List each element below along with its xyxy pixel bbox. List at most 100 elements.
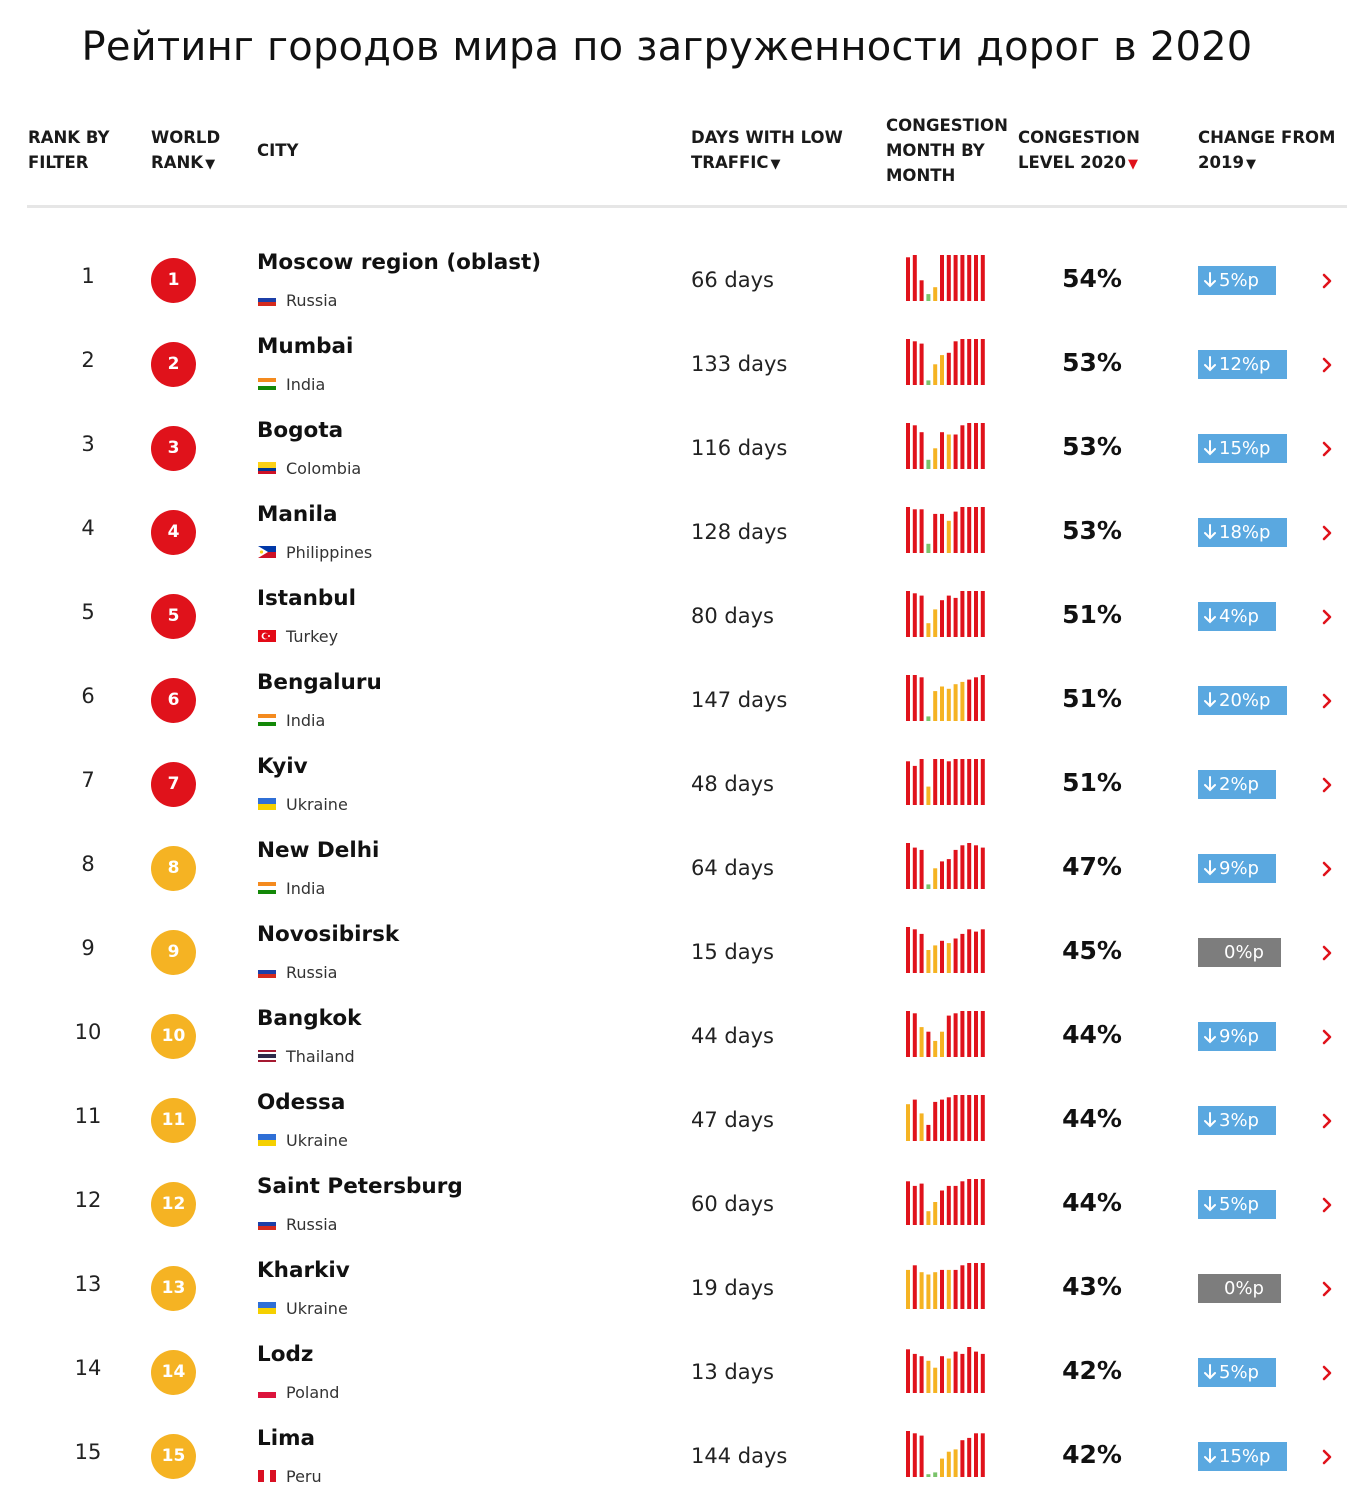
table-row[interactable]: 1 1 Moscow region (oblast) Russia 66 days 54%… (0, 236, 1354, 320)
days-with-low-traffic: 64 days (691, 856, 774, 880)
congestion-month-bars[interactable] (906, 423, 988, 469)
city-name[interactable]: Odessa (257, 1090, 346, 1115)
country-name: Russia (286, 291, 338, 310)
chevron-right-icon[interactable] (1318, 356, 1336, 374)
table-row[interactable]: 6 6 Bengaluru India 147 days 51% 20%p (0, 656, 1354, 740)
city-name[interactable]: Kharkiv (257, 1258, 350, 1283)
chevron-right-icon[interactable] (1318, 524, 1336, 542)
month-bar (946, 352, 951, 385)
month-bar (912, 509, 917, 553)
table-row[interactable]: 3 3 Bogota Colombia 116 days 53% 15%p (0, 404, 1354, 488)
header-days-with-low-traffic[interactable]: DAYS WITH LOW TRAFFIC ▼ (691, 128, 843, 172)
chevron-right-icon[interactable] (1318, 440, 1336, 458)
congestion-month-bars[interactable] (906, 675, 988, 721)
chevron-right-icon[interactable] (1318, 944, 1336, 962)
month-bar (933, 945, 938, 973)
congestion-month-bars[interactable] (906, 1347, 988, 1393)
table-row[interactable]: 8 8 New Delhi India 64 days 47% 9%p (0, 824, 1354, 908)
congestion-month-bars[interactable] (906, 507, 988, 553)
chevron-right-icon[interactable] (1318, 1448, 1336, 1466)
change-badge: 9%p (1198, 854, 1276, 883)
city-name[interactable]: Mumbai (257, 334, 354, 359)
month-bar (940, 861, 944, 889)
header-world-rank[interactable]: WORLD RANK ▼ (151, 128, 221, 172)
table-row[interactable]: 7 7 Kyiv Ukraine 48 days 51% 2%p (0, 740, 1354, 824)
month-bar (960, 1265, 965, 1309)
city-name[interactable]: Manila (257, 502, 338, 527)
month-bar (933, 759, 938, 805)
table-row[interactable]: 13 13 Kharkiv Ukraine 19 days 43% 0%p (0, 1244, 1354, 1328)
congestion-month-bars[interactable] (906, 339, 988, 385)
table-row[interactable]: 2 2 Mumbai India 133 days 53% 12%p (0, 320, 1354, 404)
month-bar (974, 255, 978, 301)
flag-thailand-icon (258, 1049, 276, 1062)
congestion-month-bars[interactable] (906, 1095, 988, 1141)
month-bar (912, 675, 917, 721)
congestion-month-bars[interactable] (906, 255, 988, 301)
change-badge: 20%p (1198, 686, 1288, 715)
month-bar (933, 287, 938, 301)
flag-russia-icon (258, 965, 276, 978)
city-name[interactable]: Bangkok (257, 1006, 362, 1031)
arrow-down-icon (1204, 1196, 1216, 1212)
table-row[interactable]: 15 15 Lima Peru 144 days 42% 15%p (0, 1412, 1354, 1495)
congestion-month-bars[interactable] (906, 1263, 988, 1309)
table-row[interactable]: 10 10 Bangkok Thailand 44 days 44% 9%p (0, 992, 1354, 1076)
days-with-low-traffic: 48 days (691, 772, 774, 796)
table-row[interactable]: 9 9 Novosibirsk Russia 15 days 45% 0%p (0, 908, 1354, 992)
congestion-month-bars[interactable] (906, 1011, 988, 1057)
header-change-from-2019[interactable]: CHANGE FROM 2019 ▼ (1198, 128, 1336, 172)
table-row[interactable]: 12 12 Saint Petersburg Russia 60 days 44% 5%p (0, 1160, 1354, 1244)
change-value: 0%p (1224, 1278, 1264, 1299)
chevron-right-icon[interactable] (1318, 692, 1336, 710)
congestion-month-bars[interactable] (906, 927, 988, 973)
month-bar (974, 1095, 978, 1141)
congestion-month-bars[interactable] (906, 1431, 988, 1477)
congestion-month-bars[interactable] (906, 591, 988, 637)
country: Russia (258, 291, 337, 311)
days-with-low-traffic: 44 days (691, 1024, 774, 1048)
city-name[interactable]: Kyiv (257, 754, 308, 779)
change-badge: 5%p (1198, 266, 1276, 295)
chevron-right-icon[interactable] (1318, 1112, 1336, 1130)
table-row[interactable]: 4 4 Manila Philippines 128 days 53% 18%p (0, 488, 1354, 572)
arrow-down-icon (1204, 356, 1216, 372)
chevron-right-icon[interactable] (1318, 272, 1336, 290)
month-bar (919, 432, 924, 469)
days-with-low-traffic: 116 days (691, 436, 788, 460)
month-bar (940, 940, 944, 973)
city-name[interactable]: Lima (257, 1426, 315, 1451)
chevron-right-icon[interactable] (1318, 1028, 1336, 1046)
chevron-right-icon[interactable] (1318, 860, 1336, 878)
chevron-right-icon[interactable] (1318, 608, 1336, 626)
city-name[interactable]: Bengaluru (257, 670, 382, 695)
rank-by-filter: 7 (81, 768, 95, 792)
month-bar (906, 423, 910, 469)
table-row[interactable]: 5 5 Istanbul Turkey 80 days 51% 4%p (0, 572, 1354, 656)
chevron-right-icon[interactable] (1318, 1364, 1336, 1382)
city-name[interactable]: Saint Petersburg (257, 1174, 463, 1199)
chevron-right-icon[interactable] (1318, 1280, 1336, 1298)
city-name[interactable]: Moscow region (oblast) (257, 250, 542, 275)
header-rank-by-filter[interactable]: RANK BY FILTER (28, 128, 110, 172)
month-bar (946, 1015, 951, 1057)
city-name[interactable]: Bogota (257, 418, 344, 443)
table-row[interactable]: 11 11 Odessa Ukraine 47 days 44% 3%p (0, 1076, 1354, 1160)
month-bar (960, 759, 965, 805)
city-name[interactable]: Istanbul (257, 586, 356, 611)
header-city[interactable]: CITY (257, 141, 299, 160)
congestion-month-bars[interactable] (906, 759, 988, 805)
city-name[interactable]: New Delhi (257, 838, 380, 863)
city-name[interactable]: Lodz (257, 1342, 314, 1367)
header-congestion-level-2020[interactable]: CONGESTION LEVEL 2020 ▼ (1018, 128, 1140, 172)
chevron-right-icon[interactable] (1318, 776, 1336, 794)
table-row[interactable]: 14 14 Lodz Poland 13 days 42% 5%p (0, 1328, 1354, 1412)
change-badge: 5%p (1198, 1190, 1276, 1219)
city-name[interactable]: Novosibirsk (257, 922, 400, 947)
header-congestion-month-by-month[interactable]: CONGESTION MONTH BY MONTH (886, 116, 1008, 185)
congestion-month-bars[interactable] (906, 843, 988, 889)
month-bar (960, 1181, 965, 1225)
chevron-right-icon[interactable] (1318, 1196, 1336, 1214)
congestion-level: 44% (1062, 1020, 1122, 1049)
congestion-month-bars[interactable] (906, 1179, 988, 1225)
